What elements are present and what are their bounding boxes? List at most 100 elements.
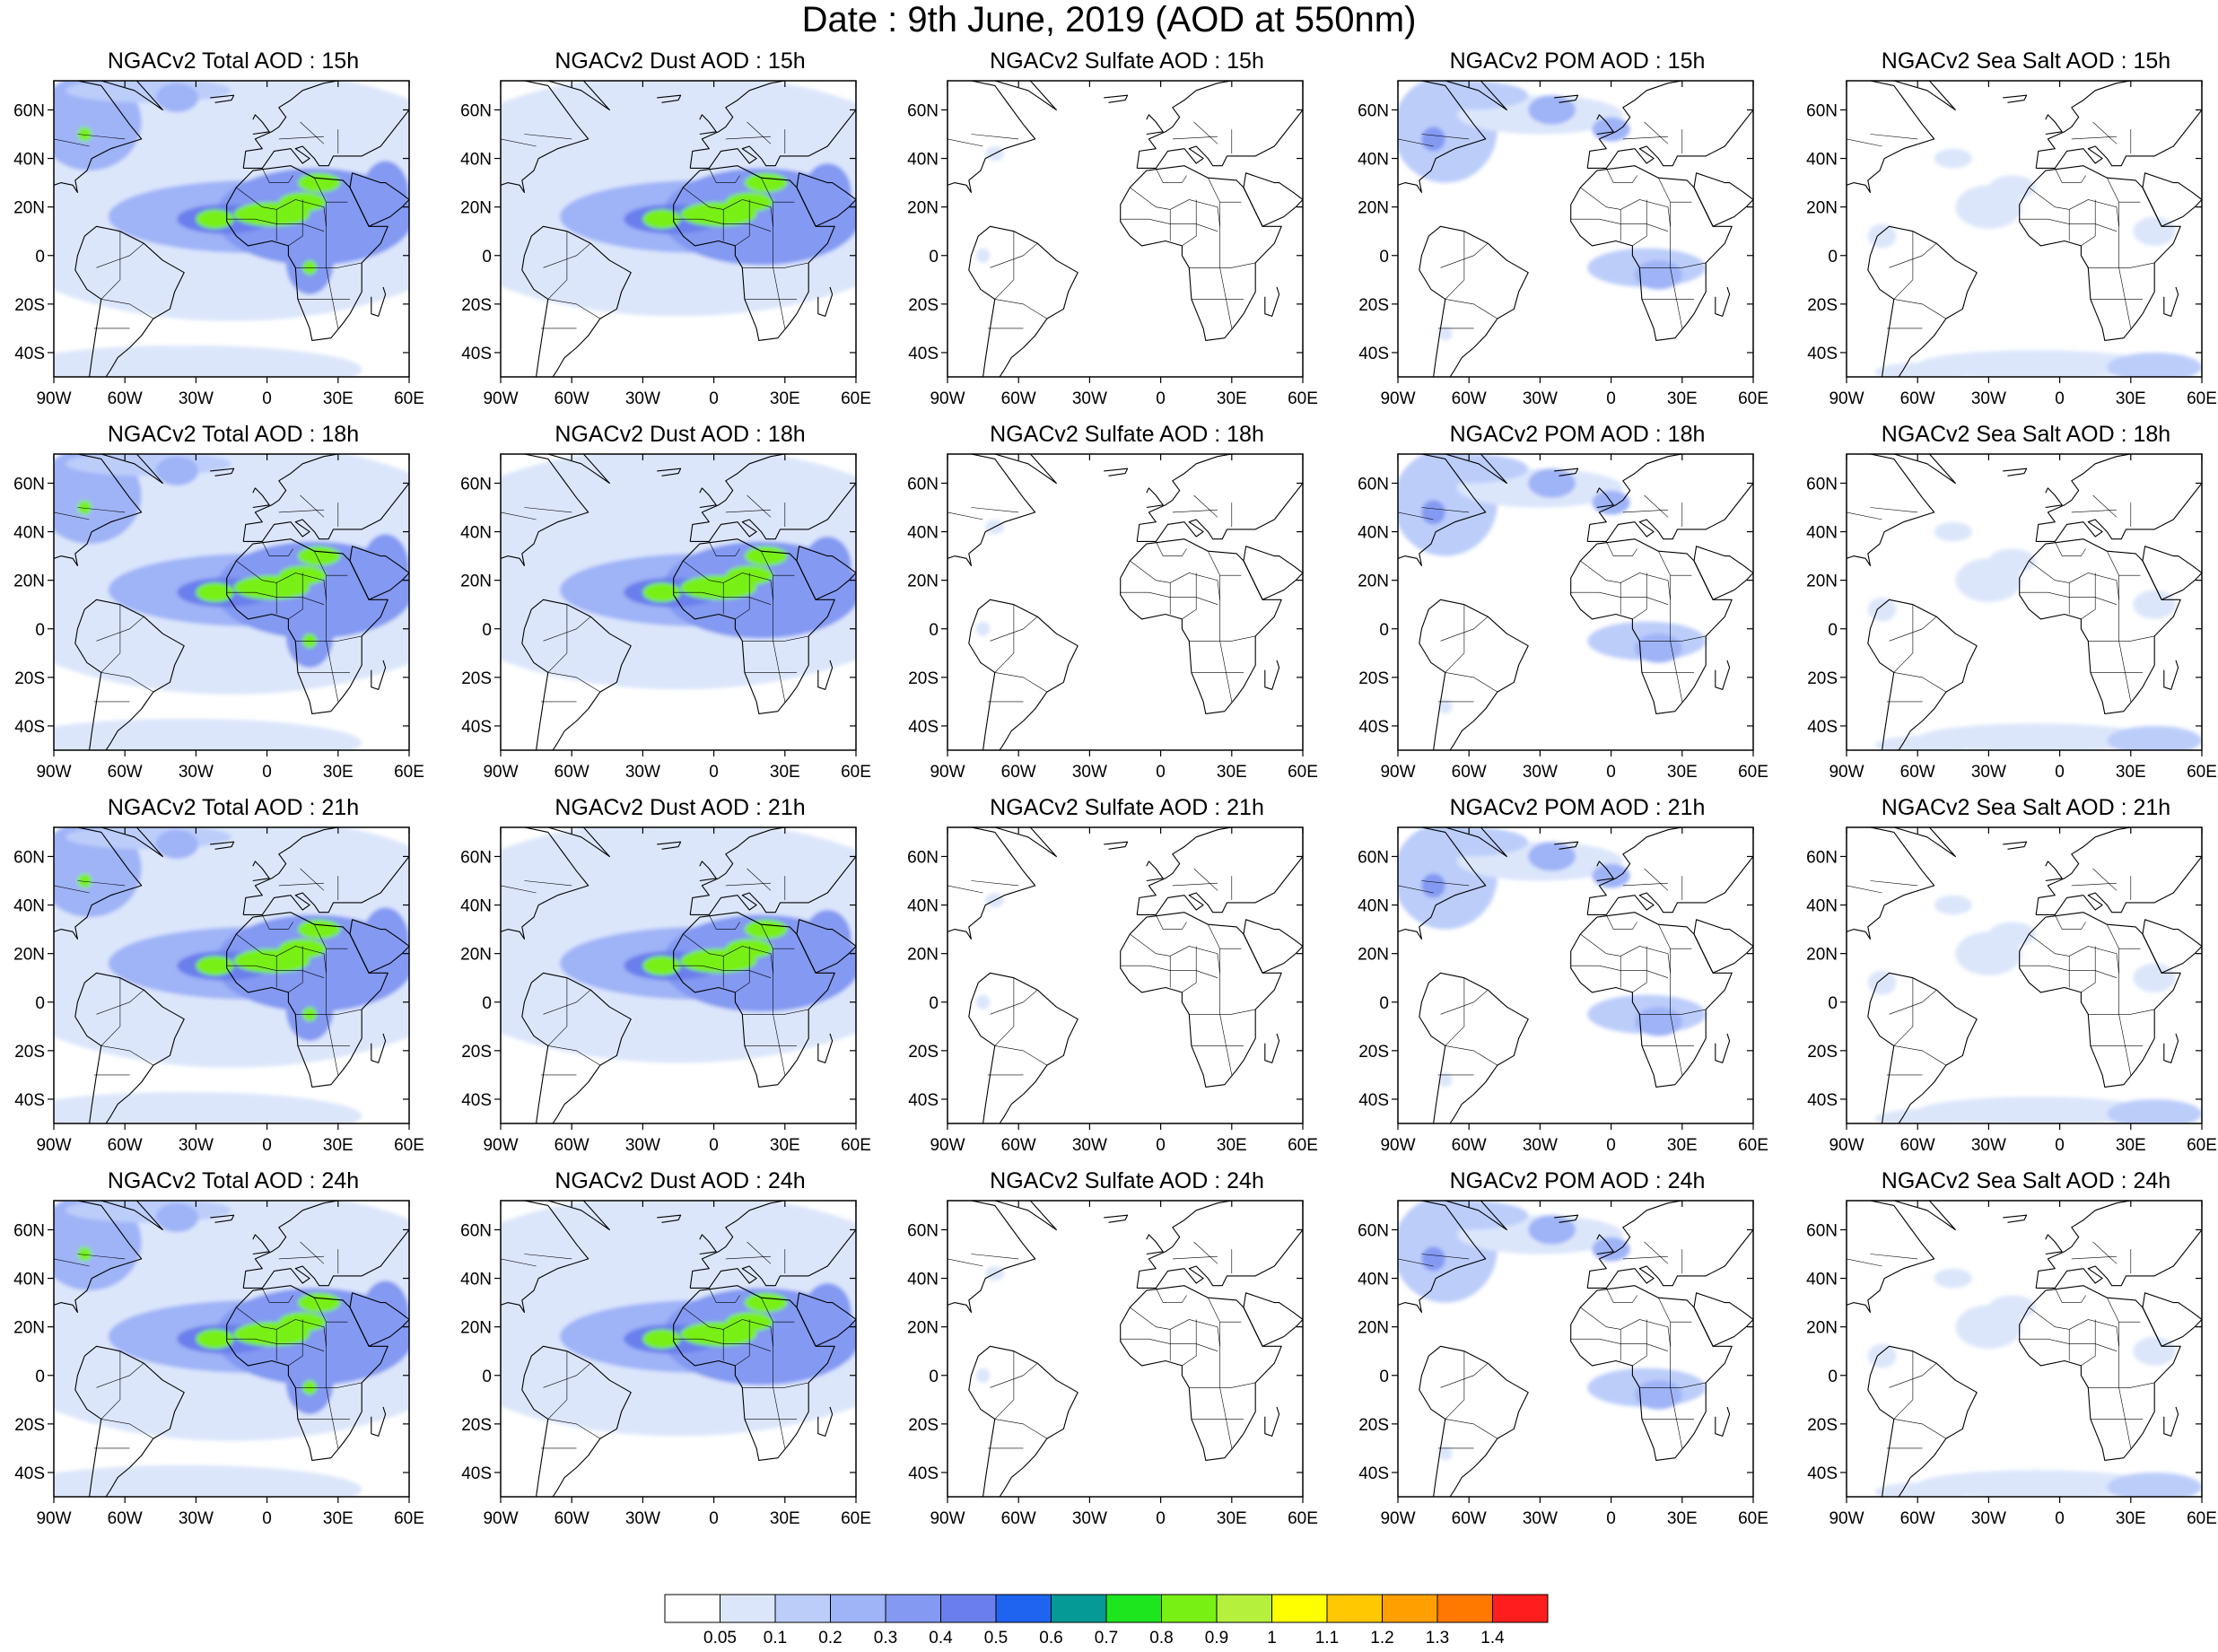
- aod-field: [1867, 1268, 2202, 1497]
- border: [2088, 262, 2155, 268]
- aod-patch: [65, 81, 231, 103]
- x-tick-label: 60E: [2187, 1136, 2217, 1155]
- y-tick-label: 40S: [1807, 345, 1838, 363]
- border: [1130, 1307, 1220, 1347]
- border: [735, 199, 750, 247]
- x-tick-label: 60E: [394, 389, 424, 408]
- border: [77, 507, 126, 513]
- y-tick-label: 20N: [460, 946, 492, 965]
- coastline-africa: [2019, 538, 2181, 714]
- map-frame: [53, 453, 410, 751]
- x-tick-label: 60W: [1452, 763, 1487, 782]
- coastline-madagascar: [371, 1406, 387, 1437]
- y-tick-label: 60N: [907, 1221, 939, 1240]
- aod-patch: [1988, 548, 2037, 573]
- coastline-madagascar: [1264, 1033, 1280, 1063]
- aod-patch: [803, 162, 851, 222]
- x-tick-label: 30W: [1523, 763, 1558, 782]
- coastline-britain: [252, 114, 270, 135]
- coastlines: [947, 1201, 1303, 1497]
- coastline-europe: [2035, 1201, 2202, 1289]
- x-tick-label: 60E: [841, 1509, 871, 1528]
- coastline-greenland: [987, 1201, 1057, 1231]
- border: [54, 138, 90, 147]
- coastline-arabia: [349, 546, 409, 600]
- aod-field: [1398, 1201, 1707, 1461]
- coastline-britain: [1146, 861, 1164, 882]
- border: [1440, 1362, 1489, 1388]
- aod-map: 90W 60W 30W 0 30E 60E 60N 40N 20N 0 20S 40S: [1806, 453, 2217, 782]
- coastline-southAmerica: [968, 1345, 1078, 1497]
- map-frame: [1397, 826, 1754, 1124]
- border: [2107, 178, 2141, 203]
- border: [1421, 507, 1470, 513]
- border: [1670, 1387, 1683, 1448]
- colorbar-label: 0.8: [1149, 1629, 1173, 1648]
- x-tick-label: 30W: [1523, 1509, 1558, 1528]
- border: [1889, 616, 1937, 642]
- border: [1632, 946, 1647, 993]
- y-tick-label: 20S: [461, 1416, 492, 1435]
- coastline-greenland: [1437, 81, 1507, 111]
- x-tick-label: 0: [262, 1509, 272, 1528]
- x-tick-label: 0: [262, 389, 272, 408]
- colorbar-swatch: [940, 1594, 997, 1623]
- y-tick-label: 40S: [461, 1091, 492, 1110]
- coastline-northAmerica: [1398, 454, 1487, 566]
- x-tick-label: 60E: [394, 1136, 424, 1155]
- aod-field: [501, 827, 856, 1063]
- border: [994, 604, 1015, 673]
- x-tick-label: 60W: [108, 1136, 143, 1155]
- x-tick-label: 60W: [108, 1509, 143, 1528]
- aod-patch: [1528, 468, 1576, 498]
- coastline-europe: [1586, 827, 1753, 915]
- border: [77, 880, 126, 887]
- border: [709, 914, 740, 930]
- coastline-europe: [242, 1201, 409, 1289]
- coastline-europe: [1136, 1201, 1303, 1289]
- border: [300, 868, 325, 891]
- coastlines: [54, 827, 409, 1123]
- map-frame: [1846, 80, 2203, 378]
- map-frame: [1397, 453, 1754, 751]
- x-tick-label: 30E: [1667, 1136, 1698, 1155]
- border: [1893, 604, 1914, 673]
- y-tick-label: 40S: [908, 1091, 939, 1110]
- coastline-iceland: [210, 94, 235, 103]
- aod-patch: [196, 582, 234, 602]
- border: [547, 1045, 601, 1066]
- border: [547, 977, 568, 1046]
- coastline-europe: [242, 81, 409, 169]
- aod-patch: [1934, 521, 1972, 542]
- aod-patch: [1934, 148, 1972, 169]
- border: [1156, 541, 1187, 556]
- x-tick-label: 90W: [483, 1509, 518, 1528]
- map-frame: [1397, 80, 1754, 378]
- border: [747, 121, 772, 144]
- coastline-iceland: [657, 1214, 682, 1223]
- coastlines: [1847, 827, 2202, 1123]
- aod-patch: [1437, 699, 1453, 714]
- coastline-madagascar: [1715, 1406, 1731, 1437]
- aod-patch: [214, 541, 409, 639]
- border: [1847, 511, 1882, 520]
- x-tick-label: 60E: [2187, 389, 2217, 408]
- coastline-northAmerica: [1398, 1201, 1487, 1313]
- coastline-africa: [673, 538, 835, 714]
- aod-patch: [54, 718, 362, 750]
- x-tick-label: 60E: [1288, 389, 1318, 408]
- panel-title: NGACv2 Total AOD : 24h: [107, 1168, 360, 1193]
- aod-patch: [803, 1282, 851, 1342]
- panel-title: NGACv2 Total AOD : 15h: [107, 48, 360, 74]
- panel-title: NGACv2 Sulfate AOD : 18h: [990, 422, 1264, 447]
- coastlines: [501, 1201, 856, 1497]
- border: [1889, 989, 1937, 1015]
- y-tick-label: 0: [929, 1368, 939, 1386]
- border: [1847, 138, 1882, 147]
- y-tick-label: 60N: [1806, 1221, 1838, 1240]
- coastline-africa: [1570, 912, 1733, 1088]
- country-borders: [1398, 868, 1707, 1076]
- border: [1580, 187, 1671, 227]
- aod-patch: [1528, 95, 1576, 125]
- y-tick-label: 40N: [13, 524, 45, 543]
